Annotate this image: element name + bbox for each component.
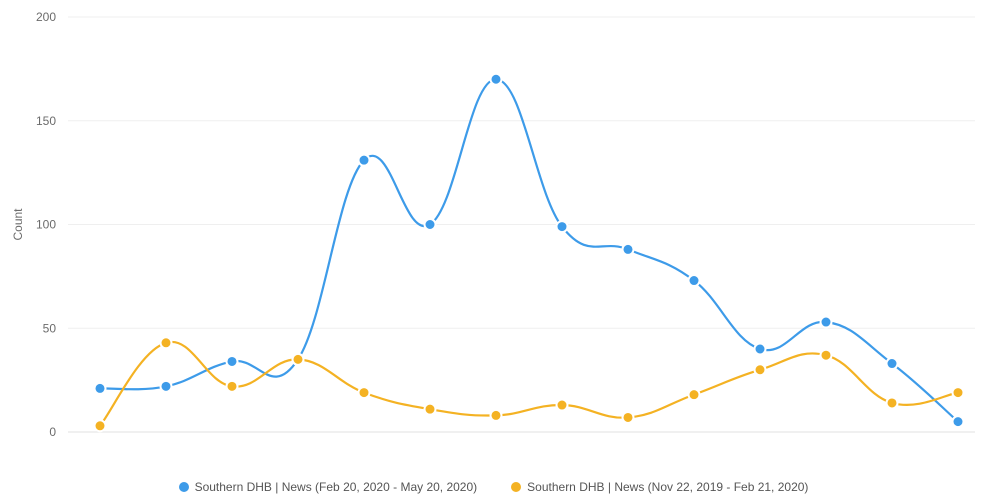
data-point-series-2-2[interactable] (159, 336, 173, 350)
legend-item-series-2[interactable]: Southern DHB | News (Nov 22, 2019 - Feb … (511, 480, 808, 494)
data-point-series-2-3[interactable] (225, 379, 239, 393)
data-point-series-1-1[interactable] (93, 381, 107, 395)
data-point-series-2-4[interactable] (291, 352, 305, 366)
series-lines (99, 78, 959, 427)
data-point-series-2-7[interactable] (489, 408, 503, 422)
series-points (93, 72, 965, 433)
data-point-series-1-2[interactable] (159, 379, 173, 393)
y-axis-ticks: 0 50 100 150 200 (36, 10, 56, 439)
data-point-series-1-5[interactable] (357, 153, 371, 167)
data-point-series-1-12[interactable] (819, 315, 833, 329)
data-point-series-1-14[interactable] (951, 415, 965, 429)
y-tick-label: 50 (43, 321, 57, 335)
data-point-series-1-8[interactable] (555, 220, 569, 234)
data-point-series-2-12[interactable] (819, 348, 833, 362)
data-point-series-2-5[interactable] (357, 386, 371, 400)
data-point-series-1-9[interactable] (621, 242, 635, 256)
data-point-series-1-13[interactable] (885, 357, 899, 371)
data-point-series-2-13[interactable] (885, 396, 899, 410)
data-point-series-2-10[interactable] (687, 388, 701, 402)
data-point-series-2-9[interactable] (621, 410, 635, 424)
data-point-series-2-8[interactable] (555, 398, 569, 412)
y-tick-label: 150 (36, 114, 56, 128)
data-point-series-1-10[interactable] (687, 274, 701, 288)
y-tick-label: 100 (36, 218, 56, 232)
series-line-1 (99, 78, 959, 423)
legend-label-series-1: Southern DHB | News (Feb 20, 2020 - May … (194, 480, 478, 494)
data-point-series-1-3[interactable] (225, 354, 239, 368)
legend: Southern DHB | News (Feb 20, 2020 - May … (0, 480, 987, 494)
data-point-series-1-6[interactable] (423, 218, 437, 231)
data-point-series-2-14[interactable] (951, 386, 965, 400)
y-tick-label: 200 (36, 10, 56, 24)
legend-marker-series-2 (511, 482, 522, 492)
legend-marker-series-1 (178, 482, 189, 492)
legend-label-series-2: Southern DHB | News (Nov 22, 2019 - Feb … (527, 480, 809, 494)
data-point-series-2-6[interactable] (423, 402, 437, 416)
legend-item-series-1[interactable]: Southern DHB | News (Feb 20, 2020 - May … (178, 480, 478, 494)
y-tick-label: 0 (49, 425, 56, 439)
data-point-series-2-11[interactable] (753, 363, 767, 377)
data-point-series-1-11[interactable] (753, 342, 767, 356)
data-point-series-1-7[interactable] (489, 72, 503, 86)
data-point-series-2-1[interactable] (93, 419, 107, 433)
y-axis-title: Count (11, 208, 25, 241)
grid-lines (68, 16, 975, 433)
